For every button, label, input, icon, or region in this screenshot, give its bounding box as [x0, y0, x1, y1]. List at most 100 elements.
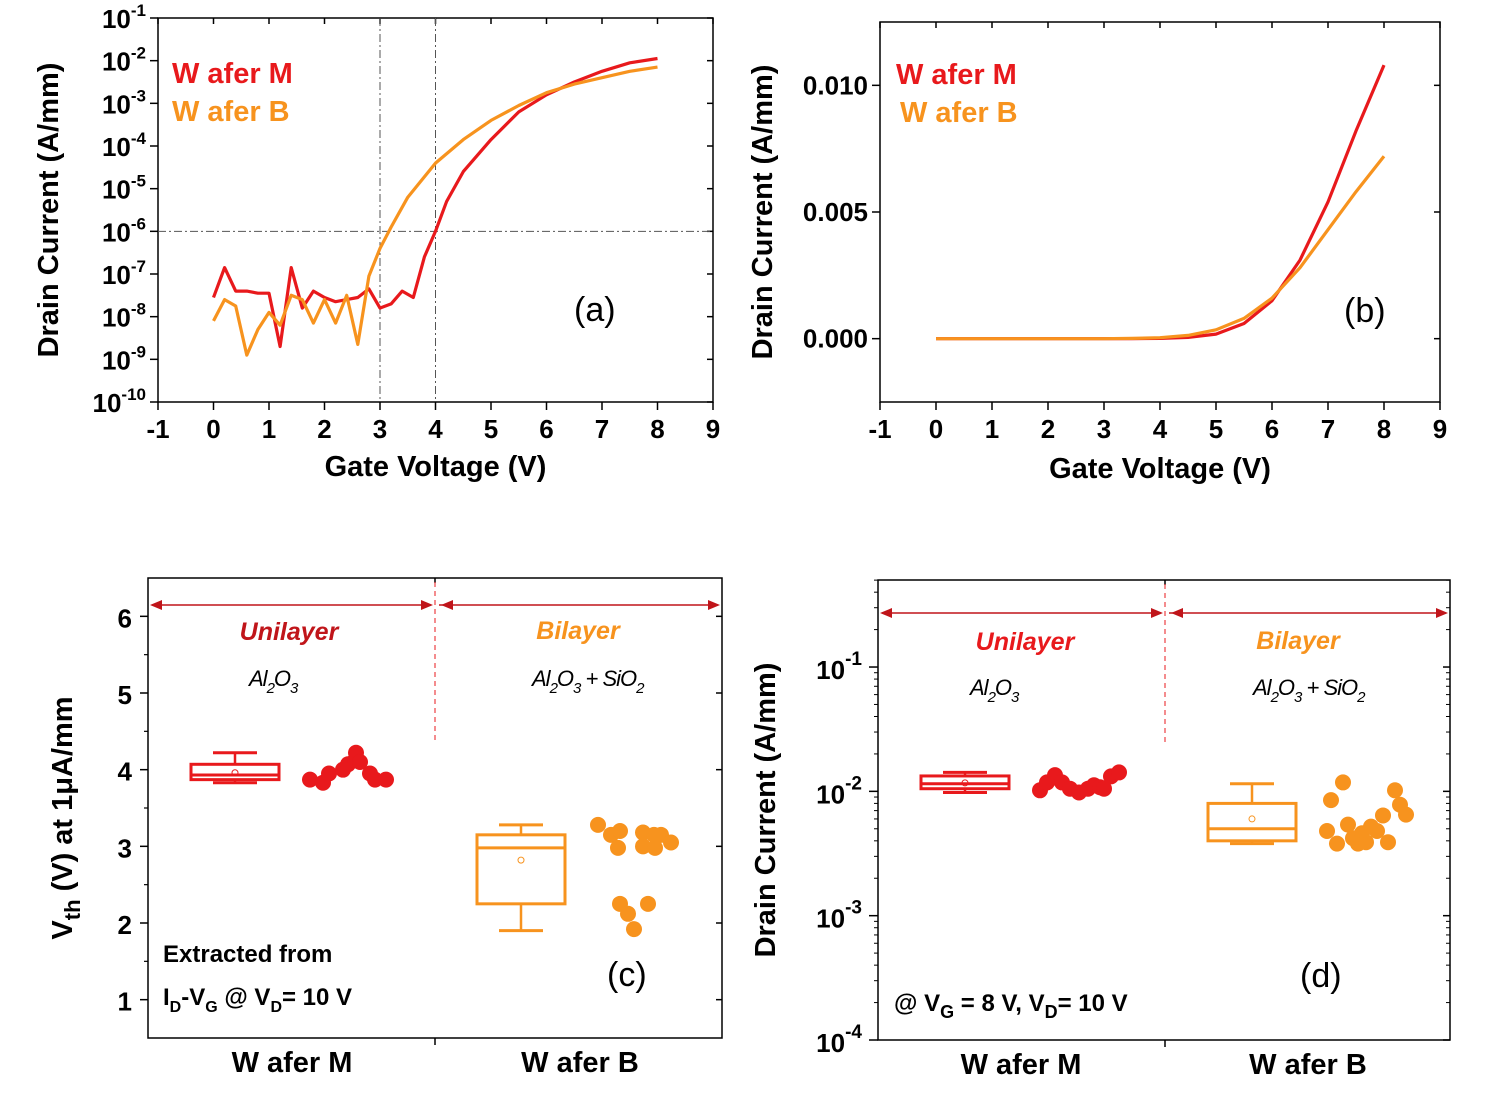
x-tick-label: 0 — [206, 414, 220, 444]
x-tick-label: 6 — [1265, 414, 1279, 444]
region-title-unilayer: Unilayer — [976, 628, 1076, 656]
y-tick-label: 10-8 — [102, 300, 146, 333]
panel-d-frame — [877, 579, 1451, 1041]
box-mean — [231, 769, 239, 777]
tick-exponent: -2 — [131, 44, 146, 63]
tick-base: 10 — [102, 303, 131, 333]
x-tick-label: 7 — [595, 414, 609, 444]
panel-label: (d) — [1300, 957, 1342, 995]
y-tick-label: 0.005 — [803, 197, 868, 227]
data-point-wafer-b — [1380, 834, 1396, 851]
y-tick-label: 10-6 — [102, 214, 146, 247]
text-run: Al — [968, 675, 990, 700]
region-title-unilayer: Unilayer — [240, 618, 340, 646]
y-tick-label: 10-3 — [816, 898, 862, 934]
region-title-bilayer: Bilayer — [536, 617, 621, 645]
data-point-wafer-b — [1375, 807, 1391, 824]
condition-note: @ VG = 8 V, VD= 10 V — [894, 990, 1128, 1022]
data-point-wafer-m — [302, 771, 318, 788]
text-run: + SiO — [580, 666, 637, 691]
x-category-label: W afer B — [1249, 1049, 1367, 1081]
data-point-wafer-b — [663, 834, 679, 851]
y-axis-title: Drain Current (A/mm) — [33, 63, 65, 358]
subscript-run: G — [940, 1002, 954, 1022]
x-tick-label: 4 — [428, 414, 443, 444]
subscript-run: 2 — [1270, 689, 1280, 706]
data-point-wafer-b — [1398, 806, 1414, 823]
series-line-wafer-m — [212, 56, 658, 349]
box-mean — [517, 856, 525, 864]
y-tick-label: 10-5 — [102, 172, 146, 205]
data-point-wafer-b — [620, 905, 636, 922]
region-arrow-head — [880, 608, 892, 618]
tick-base: 10 — [102, 217, 131, 247]
y-tick-label: 3 — [118, 833, 132, 863]
x-tick-label: 8 — [650, 414, 664, 444]
tick-base: 10 — [102, 260, 131, 290]
y-tick-label: 0.010 — [803, 70, 868, 100]
tick-exponent: -4 — [131, 129, 147, 148]
y-tick-label: 10-9 — [102, 342, 146, 375]
data-point-wafer-m — [321, 765, 337, 782]
subscript-run: 3 — [573, 680, 582, 697]
x-tick-label: 9 — [706, 414, 720, 444]
x-tick-label: 9 — [1433, 414, 1447, 444]
text-run: -V — [181, 984, 205, 1011]
subscript-run: 2 — [635, 680, 645, 697]
tick-exponent: -8 — [131, 300, 146, 319]
x-tick-label: 6 — [539, 414, 553, 444]
data-point-wafer-b — [1358, 834, 1374, 851]
legend-entry-wafer-m: W afer M — [896, 59, 1017, 91]
y-tick-label: 4 — [118, 757, 133, 787]
series-line-wafer-b — [212, 65, 658, 357]
data-point-wafer-b — [640, 895, 656, 912]
subscript-run: 3 — [1011, 689, 1020, 706]
box-iqr — [475, 833, 567, 906]
tick-exponent: -2 — [845, 773, 862, 794]
subscript-run: 3 — [290, 680, 299, 697]
y-tick-label: 10-10 — [93, 385, 147, 418]
y-tick-label: 10-2 — [816, 773, 862, 809]
tick-base: 10 — [816, 904, 845, 934]
tick-exponent: -6 — [131, 214, 146, 233]
x-tick-label: 3 — [1097, 414, 1111, 444]
region-arrow-head — [1151, 608, 1163, 618]
text-run: @ V — [218, 984, 271, 1011]
data-point-wafer-m — [352, 754, 368, 770]
y-tick-label: 10-4 — [102, 129, 147, 162]
x-tick-label: 7 — [1321, 414, 1335, 444]
text-run: O — [1278, 675, 1295, 700]
region-arrow-head — [441, 600, 453, 610]
x-tick-label: 3 — [373, 414, 387, 444]
x-tick-label: 1 — [985, 414, 999, 444]
text-run: + SiO — [1301, 675, 1358, 700]
tick-base: 10 — [102, 4, 131, 34]
y-tick-label: 10-1 — [816, 649, 862, 685]
legend-entry-wafer-b: W afer B — [900, 97, 1018, 129]
y-tick-label: 2 — [118, 910, 132, 940]
subscript-run: D — [270, 999, 282, 1016]
subscript-run: 2 — [549, 680, 559, 697]
y-axis-title-sub: th — [60, 899, 85, 920]
extraction-note-line1: Extracted from — [163, 941, 332, 968]
region-formula-bilayer: Al2O3 + SiO2 — [1251, 675, 1366, 706]
box-iqr — [1206, 801, 1298, 843]
text-run: O — [557, 666, 574, 691]
subscript-run: 2 — [266, 680, 276, 697]
x-category-label: W afer M — [961, 1049, 1082, 1081]
y-tick-label: 0.000 — [803, 324, 868, 354]
x-tick-label: 5 — [484, 414, 498, 444]
region-arrow-head — [421, 600, 433, 610]
data-point-wafer-b — [590, 816, 606, 833]
tick-base: 10 — [102, 47, 131, 77]
data-point-wafer-m — [378, 771, 394, 788]
panel-label: (a) — [574, 291, 616, 329]
text-run: = 8 V, V — [954, 990, 1045, 1017]
y-tick-label: 10-2 — [102, 44, 146, 77]
tick-exponent: -3 — [845, 898, 862, 919]
tick-base: 10 — [93, 388, 122, 418]
data-point-wafer-b — [1323, 792, 1339, 809]
x-tick-label: 5 — [1209, 414, 1223, 444]
region-formula-unilayer: Al2O3 — [247, 666, 299, 697]
x-category-label: W afer M — [232, 1047, 353, 1079]
